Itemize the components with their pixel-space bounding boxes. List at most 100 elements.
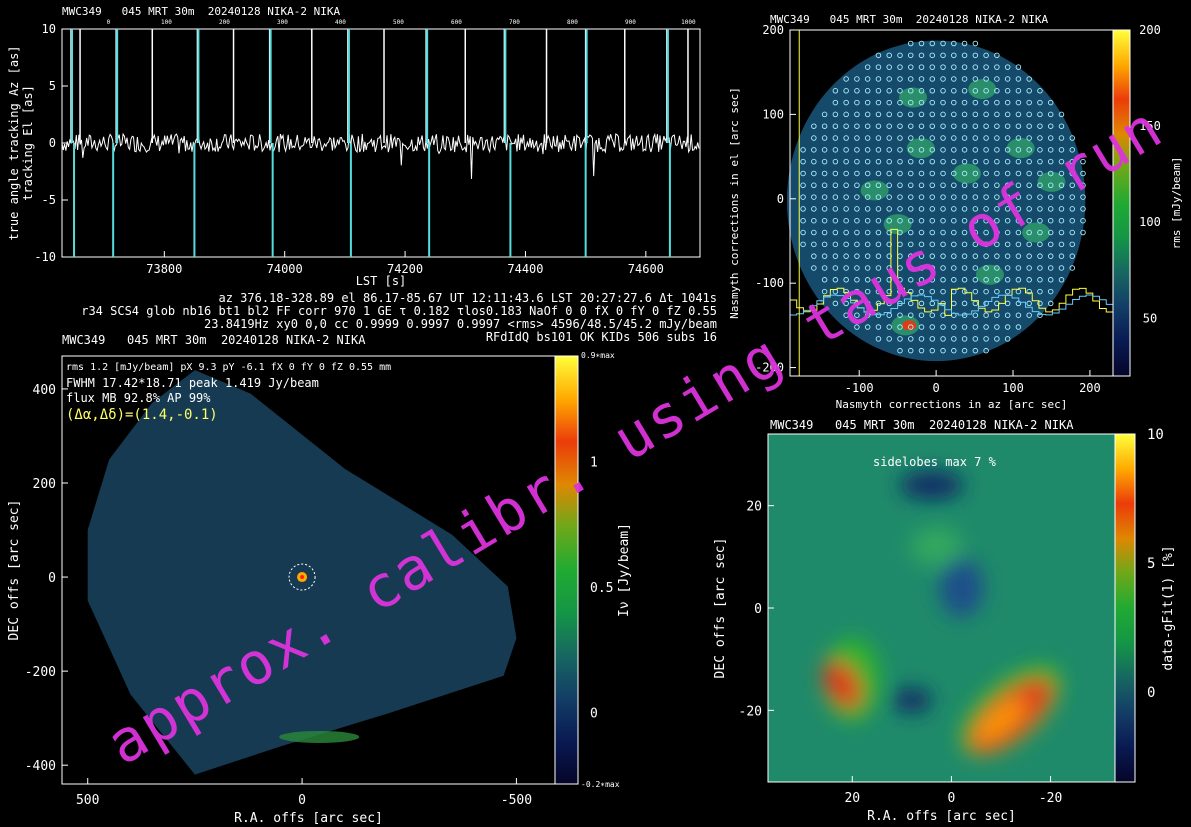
kid-marker — [886, 123, 892, 129]
kid-marker — [821, 147, 828, 153]
kid-marker — [1037, 111, 1043, 118]
kid-marker — [875, 336, 882, 342]
kid-marker — [940, 277, 946, 283]
kid-marker — [961, 40, 968, 47]
beam-low-top — [899, 471, 964, 500]
kid-marker — [864, 277, 871, 283]
kid-marker — [1069, 253, 1075, 259]
kid-marker — [929, 300, 936, 307]
kid-marker — [832, 147, 839, 153]
kid-marker — [1004, 194, 1011, 200]
kid-marker — [961, 88, 968, 94]
kid-marker — [1058, 170, 1065, 177]
colorbar — [1114, 433, 1136, 783]
kid-marker — [983, 182, 989, 189]
kid-marker — [1004, 312, 1011, 318]
kid-marker — [907, 229, 914, 236]
kid-marker — [918, 135, 925, 141]
kid-marker — [864, 147, 871, 153]
kid-marker — [961, 277, 968, 283]
kid-marker — [832, 135, 839, 141]
map-edge-artifact — [279, 730, 360, 743]
kid-marker — [951, 277, 957, 283]
kid-marker — [929, 217, 936, 224]
kid-marker — [886, 182, 892, 189]
kid-marker — [843, 253, 849, 259]
kid-marker — [886, 76, 892, 82]
top-tick-label: 100 — [161, 19, 172, 26]
kid-marker — [1037, 158, 1043, 165]
kid-marker — [843, 88, 849, 94]
kid-marker — [951, 111, 957, 118]
kid-marker — [897, 76, 903, 82]
kid-marker — [1037, 229, 1043, 236]
kid-marker — [854, 147, 860, 153]
kid-marker — [983, 147, 989, 153]
kid-marker — [961, 158, 968, 165]
beam-low-center — [939, 557, 984, 618]
kid-marker — [907, 300, 914, 307]
map-stats-fwhm: FWHM 17.42*18.71 peak 1.419 Jy/beam — [66, 376, 319, 390]
map-stats-rms: rms 1.2 [mJy/beam] pX 9.3 pY -6.1 fX 0 f… — [66, 362, 392, 373]
kid-marker — [843, 194, 849, 200]
kid-marker — [951, 182, 957, 189]
kid-marker — [1047, 300, 1054, 307]
kid-marker — [821, 123, 828, 129]
kid-marker — [972, 170, 979, 177]
kid-marker — [951, 64, 957, 70]
kid-marker — [843, 217, 849, 224]
y-tick-label: -200 — [755, 361, 784, 375]
kid-marker — [897, 288, 903, 295]
top-tick-label: 700 — [509, 19, 520, 26]
kid-marker — [832, 217, 839, 224]
kid-marker — [811, 217, 817, 224]
kid-marker — [907, 111, 914, 118]
kid-marker — [854, 206, 860, 212]
kid-marker — [1047, 135, 1054, 141]
kid-marker — [929, 324, 936, 330]
beam-green-center — [910, 526, 963, 567]
kid-marker — [1069, 241, 1075, 248]
kid-marker — [886, 99, 892, 106]
map-stats-flux: flux MB 92.8% AP 99% — [66, 391, 211, 405]
kid-marker — [951, 88, 957, 94]
kid-marker — [897, 170, 903, 177]
kid-marker — [843, 312, 849, 318]
colorbar-tick-label: 150 — [1139, 119, 1161, 133]
colorbar — [1112, 29, 1131, 377]
nasmyth-blob — [968, 79, 997, 100]
kid-marker — [864, 229, 871, 236]
kid-marker — [886, 229, 892, 236]
kid-marker — [854, 99, 860, 106]
kid-marker — [1015, 99, 1022, 106]
colorbar-bottom-label: -0.2∗max — [581, 780, 620, 789]
kid-marker — [961, 170, 968, 177]
kid-marker — [1026, 123, 1032, 129]
kid-marker — [983, 229, 989, 236]
kid-marker — [918, 206, 925, 212]
x-axis-label: LST [s] — [356, 274, 407, 288]
kid-marker — [1026, 88, 1032, 94]
kid-marker — [1026, 170, 1032, 177]
kid-marker — [843, 300, 849, 307]
top-tick-label: 200 — [219, 19, 230, 26]
kid-marker — [854, 265, 860, 271]
kid-marker — [875, 241, 882, 248]
kid-marker — [1026, 312, 1032, 318]
kid-marker — [907, 182, 914, 189]
kid-marker — [1015, 324, 1022, 330]
kid-marker — [821, 135, 828, 141]
y-tick-label: -20 — [739, 704, 762, 719]
kid-marker — [951, 336, 957, 342]
kid-marker — [1026, 253, 1032, 259]
kid-marker — [1047, 206, 1054, 212]
kid-marker — [940, 229, 946, 236]
kid-marker — [811, 194, 817, 200]
kid-marker — [843, 170, 849, 177]
beam-residual-plot: 20 0 -20 20 0 -20 R.A. offs [arc sec] DEC offs … — [713, 427, 1176, 824]
colorbar-tick-label: 1 — [590, 455, 598, 470]
kid-marker — [821, 229, 828, 236]
kid-marker — [972, 135, 979, 141]
kid-marker — [1047, 194, 1054, 200]
kid-marker — [961, 324, 968, 330]
